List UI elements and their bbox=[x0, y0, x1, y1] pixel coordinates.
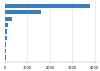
Bar bbox=[5, 49, 6, 53]
Bar bbox=[5, 29, 7, 34]
Bar bbox=[5, 23, 8, 27]
Bar bbox=[5, 4, 90, 8]
Bar bbox=[5, 42, 6, 47]
Bar bbox=[5, 10, 41, 14]
Bar bbox=[5, 36, 7, 40]
Bar bbox=[5, 55, 6, 60]
Bar bbox=[5, 16, 12, 21]
